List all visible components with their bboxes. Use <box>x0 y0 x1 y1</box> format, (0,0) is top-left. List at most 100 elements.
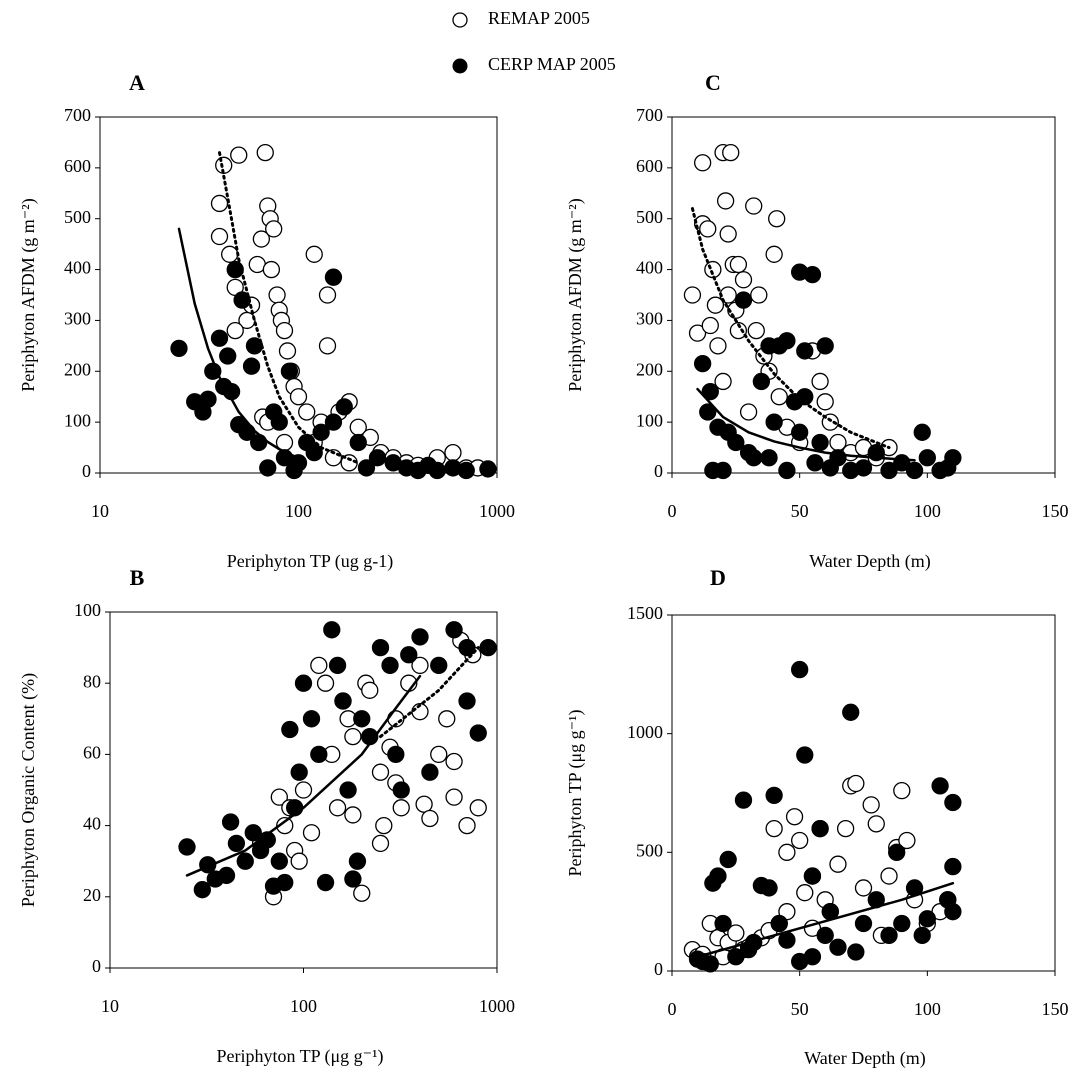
point <box>275 321 294 340</box>
point <box>280 362 299 380</box>
point <box>765 245 783 263</box>
point <box>796 884 814 902</box>
trend-line <box>696 387 916 462</box>
panel-letter: B <box>130 565 145 590</box>
point <box>316 873 335 892</box>
y-tick-label: 60 <box>83 743 101 763</box>
point <box>357 459 376 477</box>
point <box>683 286 702 304</box>
point <box>913 926 931 945</box>
point <box>265 220 283 238</box>
x-tick-label: 10 <box>101 996 119 1016</box>
point <box>479 638 497 657</box>
point <box>371 834 390 853</box>
point <box>796 746 814 764</box>
point <box>219 347 237 365</box>
x-tick-label: 0 <box>668 999 677 1019</box>
point <box>699 220 717 238</box>
point <box>210 194 229 213</box>
point <box>242 357 261 375</box>
plot-frame <box>99 116 498 474</box>
point <box>765 786 783 805</box>
point <box>760 879 778 897</box>
point <box>428 461 446 480</box>
point <box>768 210 786 228</box>
point <box>734 271 753 289</box>
point <box>276 873 294 892</box>
point <box>699 403 717 421</box>
point <box>829 855 847 873</box>
y-tick-label: 300 <box>64 309 91 329</box>
point <box>729 255 748 274</box>
y-tick-label: 0 <box>654 959 663 979</box>
trend-line <box>379 646 480 739</box>
x-axis-label: Periphyton TP (μg g⁻¹) <box>216 1046 383 1067</box>
point <box>709 867 727 885</box>
point <box>227 834 246 853</box>
y-tick-label: 0 <box>92 956 101 976</box>
y-tick-label: 400 <box>64 258 91 278</box>
point <box>318 337 337 355</box>
panel-letter: A <box>129 70 145 95</box>
point <box>880 461 898 480</box>
point <box>290 852 308 870</box>
point <box>898 831 916 850</box>
trend-line <box>177 227 300 459</box>
point <box>816 393 834 411</box>
y-tick-label: 700 <box>636 105 663 125</box>
point <box>778 332 796 350</box>
point <box>806 454 824 472</box>
point <box>706 296 725 314</box>
point <box>178 838 196 856</box>
point <box>421 763 439 781</box>
point <box>289 454 308 472</box>
point <box>688 324 707 342</box>
trend-line <box>185 674 422 877</box>
point <box>430 745 448 764</box>
point <box>210 227 229 246</box>
x-tick-label: 100 <box>914 501 941 521</box>
point <box>256 143 274 162</box>
point <box>811 433 829 452</box>
point <box>778 843 796 861</box>
y-tick-label: 300 <box>636 309 663 329</box>
point <box>268 286 286 304</box>
point <box>931 777 949 795</box>
x-tick-label: 50 <box>791 501 809 521</box>
y-axis-label: Periphyton AFDM (g m⁻²) <box>565 198 586 391</box>
point <box>252 230 271 248</box>
point <box>305 245 323 263</box>
point <box>270 852 288 870</box>
point <box>709 337 727 355</box>
y-tick-label: 700 <box>64 105 91 125</box>
x-tick-label: 100 <box>285 501 312 521</box>
point <box>250 433 268 452</box>
point <box>842 703 860 721</box>
point <box>353 884 371 902</box>
y-tick-label: 400 <box>636 258 663 278</box>
point <box>803 948 822 966</box>
point <box>796 342 814 360</box>
y-tick-label: 0 <box>82 461 91 481</box>
point <box>457 461 475 480</box>
y-tick-label: 100 <box>74 600 101 620</box>
point <box>714 914 732 933</box>
x-tick-label: 50 <box>791 999 809 1019</box>
point <box>770 914 788 933</box>
point <box>701 955 719 973</box>
point <box>913 423 931 441</box>
point <box>745 197 763 215</box>
y-tick-label: 600 <box>64 156 91 176</box>
point <box>847 774 865 793</box>
x-axis-label: Water Depth (m) <box>809 551 931 572</box>
point <box>829 449 847 467</box>
point <box>310 745 328 764</box>
point <box>811 819 829 838</box>
point <box>905 461 924 480</box>
point <box>294 781 313 799</box>
x-tick-label: 1000 <box>479 501 515 521</box>
point <box>430 656 448 675</box>
point <box>918 449 936 467</box>
point <box>381 656 399 675</box>
point <box>444 444 462 462</box>
